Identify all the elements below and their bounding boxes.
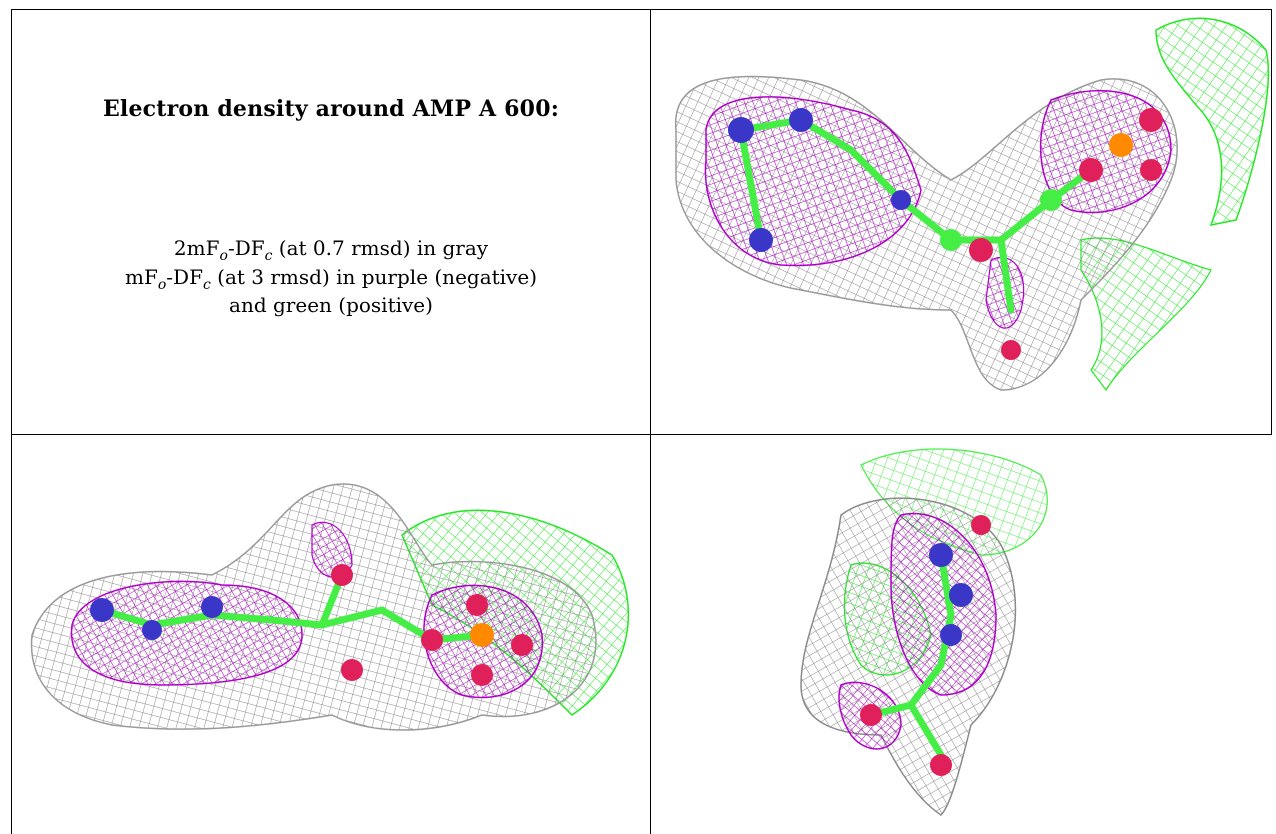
phosphorus-atom — [1109, 133, 1133, 157]
carbon-atom — [940, 229, 962, 251]
border-right — [1271, 10, 1272, 434]
nitrogen-atom — [891, 190, 911, 210]
panel-top-right — [651, 10, 1271, 434]
map2-sub-c: c — [202, 277, 211, 293]
green-mesh — [1155, 17, 1270, 226]
nitrogen-atom — [142, 620, 162, 640]
panel-bottom-right — [651, 435, 1271, 834]
border-row-divider — [11, 434, 1272, 435]
caption-title: Electron density around AMP A 600: — [102, 96, 560, 122]
map1-mid: -DF — [227, 236, 265, 260]
density-map-view-bottom-right — [800, 448, 1048, 816]
oxygen-atom — [971, 515, 991, 535]
map1-prefix: 2mF — [173, 236, 220, 260]
caption-line-gray-map: 2mFo-DFc (at 0.7 rmsd) in gray — [12, 234, 650, 270]
nitrogen-atom — [929, 543, 953, 567]
caption-line-colors: and green (positive) — [229, 293, 433, 317]
oxygen-atom — [1139, 108, 1163, 132]
green-mesh-lower — [1080, 237, 1212, 392]
nitrogen-atom — [789, 108, 813, 132]
oxygen-atom — [466, 594, 488, 616]
caption: Electron density around AMP A 600: 2mFo-… — [12, 10, 650, 434]
map2-mid: -DF — [166, 265, 203, 289]
nitrogen-atom — [749, 228, 773, 252]
border-middle — [650, 10, 651, 834]
purple-mesh-ring — [890, 512, 997, 696]
nitrogen-atom — [201, 596, 223, 618]
oxygen-atom — [930, 754, 952, 776]
oxygen-atom — [331, 564, 353, 586]
map1-sub-o: o — [219, 248, 228, 264]
oxygen-atom — [511, 634, 533, 656]
oxygen-atom — [1001, 340, 1021, 360]
oxygen-atom — [471, 664, 493, 686]
caption-line-diff-map: mFo-DFc (at 3 rmsd) in purple (negative) — [12, 263, 650, 299]
oxygen-atom — [341, 659, 363, 681]
map1-suffix: (at 0.7 rmsd) in gray — [272, 236, 489, 260]
nitrogen-atom — [90, 598, 114, 622]
phosphorus-atom — [470, 623, 494, 647]
border-left — [11, 10, 12, 834]
carbon-atom — [1040, 189, 1062, 211]
panel-bottom-left — [12, 435, 650, 834]
density-map-view-top-right — [675, 17, 1270, 392]
map2-sub-o: o — [157, 277, 167, 293]
oxygen-atom — [1079, 158, 1103, 182]
nitrogen-atom — [728, 117, 754, 143]
purple-mesh-ring — [70, 580, 303, 686]
purple-mesh-sugar — [311, 521, 353, 578]
border-top — [11, 9, 1272, 10]
map1-sub-c: c — [264, 248, 273, 264]
oxygen-atom — [969, 238, 993, 262]
caption-cell: Electron density around AMP A 600: 2mFo-… — [12, 10, 650, 434]
map2-prefix: mF — [125, 265, 158, 289]
nitrogen-atom — [940, 624, 962, 646]
map2-suffix: (at 3 rmsd) in purple (negative) — [210, 265, 537, 289]
oxygen-atom — [421, 629, 443, 651]
oxygen-atom — [860, 704, 882, 726]
density-map-view-bottom-left — [30, 483, 630, 731]
nitrogen-atom — [949, 583, 973, 607]
oxygen-atom — [1140, 159, 1162, 181]
